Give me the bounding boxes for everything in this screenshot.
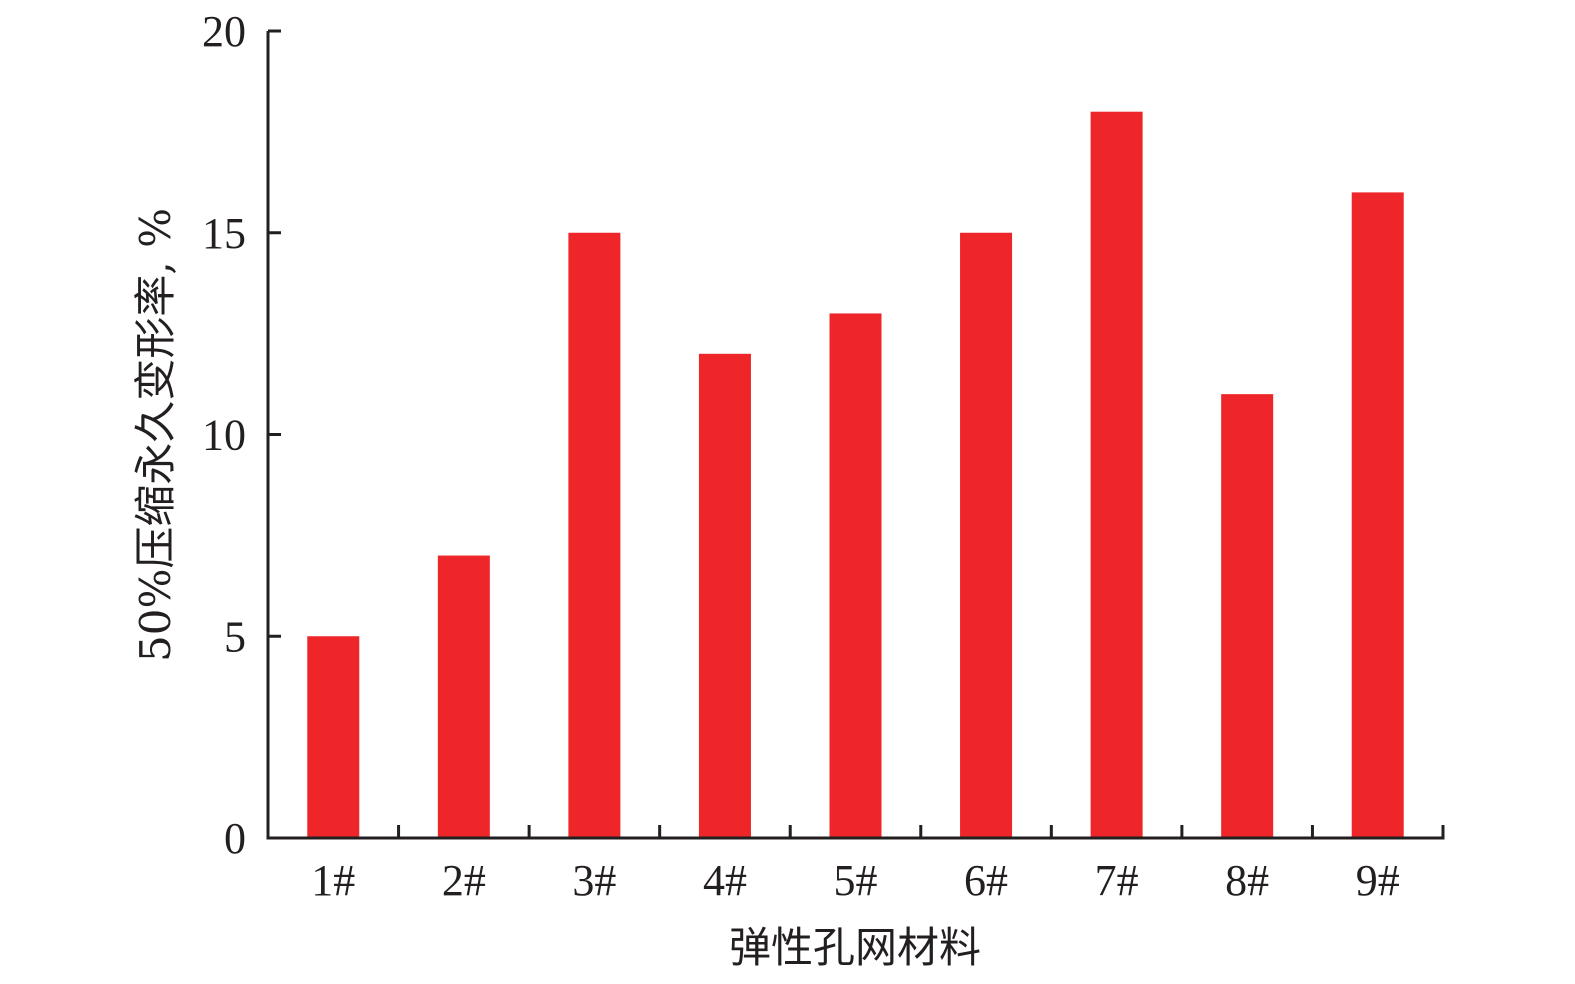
bar-4# <box>698 353 751 838</box>
bar-3# <box>568 232 621 838</box>
y-axis-title: 50%压缩永久变形率, % <box>131 208 180 662</box>
x-ticks: 1# 2# 3# 4# 5# 6# 7# 8# 9# <box>311 825 1445 905</box>
x-tick-label: 6# <box>964 856 1008 905</box>
bar-7# <box>1090 111 1143 838</box>
x-tick-label: 4# <box>703 856 747 905</box>
x-tick-label: 8# <box>1225 856 1269 905</box>
bar-8# <box>1221 394 1274 838</box>
bar-5# <box>829 313 882 838</box>
x-tick-label: 1# <box>311 856 355 905</box>
y-ticks: 0 5 10 15 20 <box>202 7 281 863</box>
x-tick-label: 7# <box>1095 856 1139 905</box>
y-tick-label: 10 <box>202 411 246 460</box>
x-tick-label: 2# <box>442 856 486 905</box>
x-tick-label: 5# <box>834 856 878 905</box>
y-tick-label: 15 <box>202 209 246 258</box>
y-tick-label: 20 <box>202 7 246 56</box>
y-tick-label: 5 <box>224 612 246 661</box>
bar-2# <box>437 555 490 838</box>
bar-1# <box>307 636 360 838</box>
bar-6# <box>960 232 1013 838</box>
y-tick-label: 0 <box>224 814 246 863</box>
x-axis-title: 弹性孔网材料 <box>729 923 981 972</box>
x-tick-label: 3# <box>572 856 616 905</box>
bar-9# <box>1351 192 1404 838</box>
x-tick-label: 9# <box>1356 856 1400 905</box>
bars <box>307 111 1404 838</box>
